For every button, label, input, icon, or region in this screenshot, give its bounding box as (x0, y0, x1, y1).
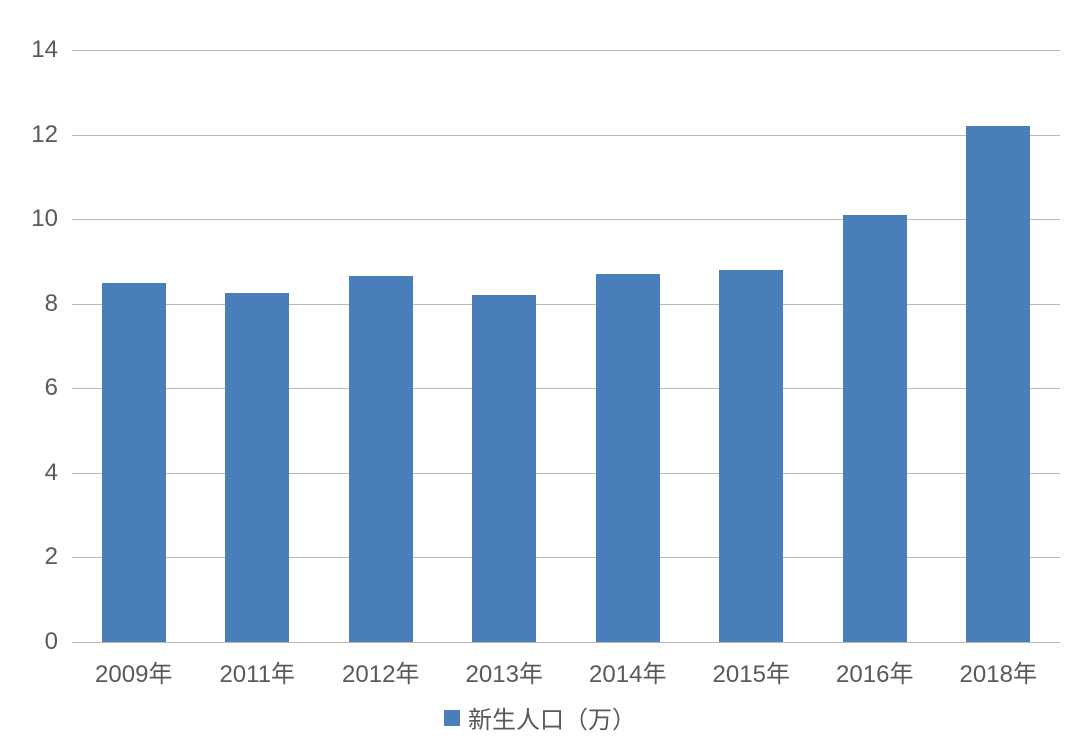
bar (349, 276, 413, 642)
gridline (72, 219, 1060, 220)
gridline (72, 642, 1060, 643)
legend-swatch (444, 710, 460, 726)
y-tick-label: 6 (8, 374, 58, 402)
bar (102, 283, 166, 642)
plot-area: 024681012142009年2011年2012年2013年2014年2015… (72, 50, 1060, 642)
bar (719, 270, 783, 642)
gridline (72, 50, 1060, 51)
bar (472, 295, 536, 642)
x-tick-label: 2015年 (713, 654, 790, 689)
y-tick-label: 10 (8, 205, 58, 233)
legend: 新生人口（万） (0, 700, 1080, 735)
y-tick-label: 4 (8, 459, 58, 487)
x-tick-label: 2012年 (342, 654, 419, 689)
x-tick-label: 2014年 (589, 654, 666, 689)
bar (966, 126, 1030, 642)
y-tick-label: 8 (8, 290, 58, 318)
y-tick-label: 12 (8, 121, 58, 149)
bar (843, 215, 907, 642)
gridline (72, 304, 1060, 305)
x-tick-label: 2009年 (95, 654, 172, 689)
bar (225, 293, 289, 642)
y-tick-label: 2 (8, 543, 58, 571)
gridline (72, 473, 1060, 474)
y-tick-label: 14 (8, 36, 58, 64)
gridline (72, 135, 1060, 136)
x-tick-label: 2016年 (836, 654, 913, 689)
y-tick-label: 0 (8, 628, 58, 656)
gridline (72, 557, 1060, 558)
x-tick-label: 2018年 (960, 654, 1037, 689)
x-tick-label: 2013年 (466, 654, 543, 689)
legend-label: 新生人口（万） (468, 700, 636, 735)
gridline (72, 388, 1060, 389)
bar (596, 274, 660, 642)
bar-chart: 0 2 4 6 8 10 12 14 2009年 2011年 2012年 2013年 2014年 2015… (0, 0, 1080, 754)
x-tick-label: 2011年 (219, 654, 295, 689)
